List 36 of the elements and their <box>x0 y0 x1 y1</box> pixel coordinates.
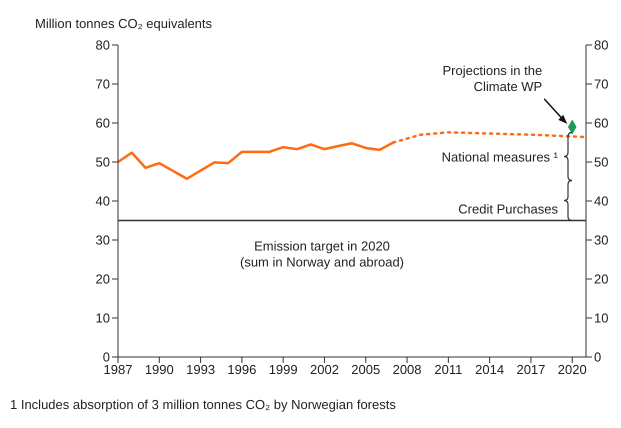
y-tick-label: 60 <box>96 116 110 131</box>
annotation: Projections in the Climate WP <box>442 62 542 94</box>
y2-tick-label: 50 <box>594 154 608 170</box>
ref-line-label: Emission target in 2020 (sum in Norway and abroad) <box>240 238 404 270</box>
x-tick-label: 2011 <box>434 362 462 378</box>
x-tick-label: 2005 <box>351 362 380 378</box>
y-tick-label: 0 <box>102 350 110 365</box>
y2-tick-label: 70 <box>594 76 608 92</box>
y2-tick-label: 40 <box>594 194 608 209</box>
y2-tick-label: 10 <box>594 310 608 326</box>
y2-tick-label: 20 <box>594 272 608 287</box>
x-tick-label: 2020 <box>558 362 587 378</box>
x-tick-label: 2017 <box>516 362 546 378</box>
y2-tick-label: 30 <box>594 232 608 248</box>
text: 1 Includes absorption of 3 million tonnes CO₂ by Norwegian forests <box>10 397 396 412</box>
y-tick-label: 70 <box>96 76 110 92</box>
x-tick-label: 1996 <box>227 362 256 378</box>
x-tick-label: 2008 <box>392 362 422 378</box>
y-axis-title: Million tonnes CO₂ equivalents <box>35 16 212 31</box>
y-tick-label: 50 <box>96 154 110 170</box>
x-tick-label: 1990 <box>144 362 174 378</box>
y-tick-label: 40 <box>96 194 110 209</box>
y-tick-label: 10 <box>96 310 110 326</box>
annotation: Credit Purchases <box>458 202 558 216</box>
x-tick-label: 2014 <box>475 362 504 378</box>
y-tick-label: 30 <box>96 232 110 248</box>
x-tick-label: 1999 <box>268 362 298 378</box>
x-tick-label: 2002 <box>310 362 339 378</box>
x-tick-label: 1987 <box>104 362 132 378</box>
annotation: National measures ¹ <box>442 150 559 164</box>
x-tick-label: 1993 <box>186 362 216 378</box>
y2-tick-label: 0 <box>594 350 602 365</box>
y2-tick-label: 80 <box>594 38 608 53</box>
y-tick-label: 80 <box>96 38 110 53</box>
y-tick-label: 20 <box>96 272 110 287</box>
y2-tick-label: 60 <box>594 116 608 131</box>
